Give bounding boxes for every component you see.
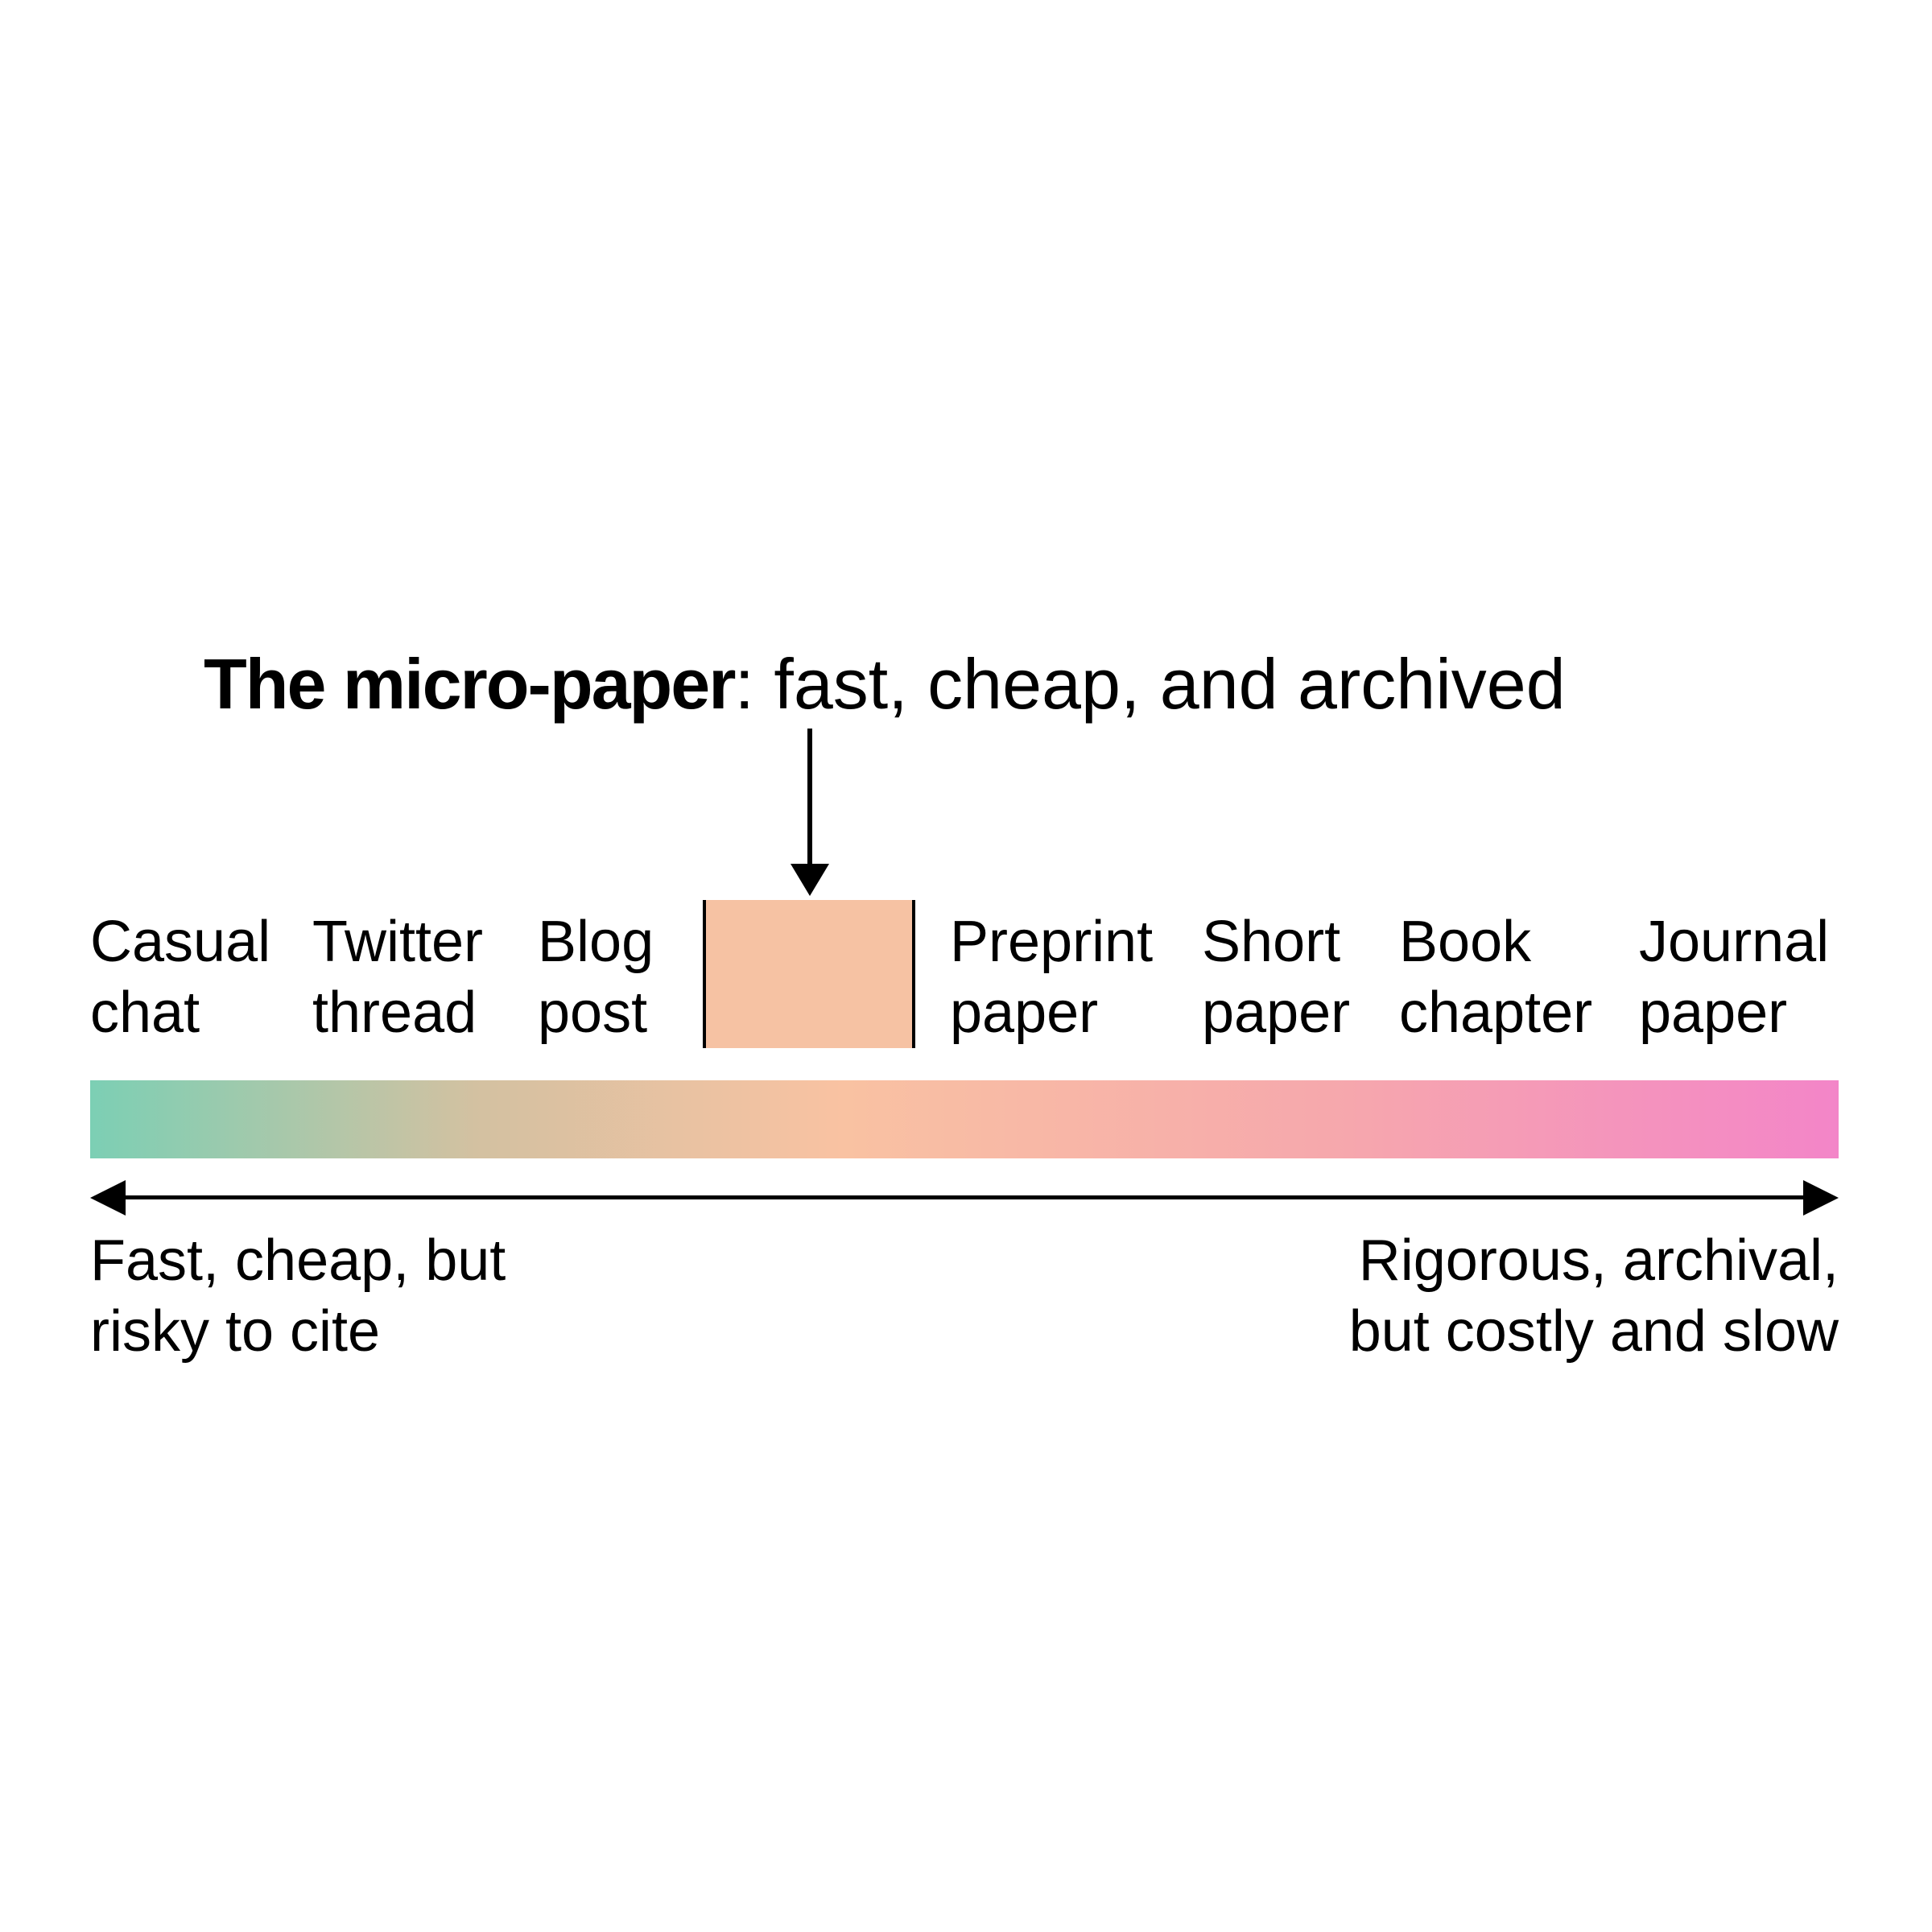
- medium-label-line2: paper: [1639, 980, 1788, 1045]
- medium-preprint-paper: Preprint paper: [950, 906, 1153, 1048]
- medium-label-line2: chat: [90, 980, 200, 1045]
- medium-label-line1: Journal: [1639, 910, 1830, 974]
- medium-label-line1: Twitter: [312, 910, 484, 974]
- axis-arrow-right-head: [1803, 1180, 1839, 1216]
- axis-caption-right: Rigorous, archival, but costly and slow: [1349, 1225, 1839, 1367]
- axis-caption-left-line2: risky to cite: [90, 1299, 381, 1364]
- spectrum-gradient-bar: [90, 1080, 1839, 1158]
- medium-label-line2: thread: [312, 980, 477, 1045]
- micro-paper-slot: [703, 900, 915, 1048]
- axis-caption-left: Fast, cheap, but risky to cite: [90, 1225, 506, 1367]
- axis-arrow-left-head: [90, 1180, 126, 1216]
- pointer-arrow-shaft: [807, 729, 812, 865]
- medium-book-chapter: Book chapter: [1399, 906, 1592, 1048]
- medium-label-line1: Short: [1202, 910, 1341, 974]
- axis-line: [121, 1195, 1811, 1199]
- medium-label-line2: chapter: [1399, 980, 1593, 1045]
- axis-caption-right-line2: but costly and slow: [1348, 1299, 1839, 1364]
- title-description: : fast, cheap, and archived: [734, 644, 1566, 724]
- medium-label-line1: Blog: [538, 910, 654, 974]
- diagram-title: The micro-paper: fast, cheap, and archiv…: [204, 644, 1566, 724]
- medium-label-line1: Preprint: [950, 910, 1154, 974]
- medium-label-line2: paper: [950, 980, 1099, 1045]
- axis-caption-left-line1: Fast, cheap, but: [90, 1228, 506, 1293]
- medium-label-line2: paper: [1202, 980, 1351, 1045]
- medium-label-line1: Book: [1399, 910, 1532, 974]
- title-bold-term: The micro-paper: [204, 644, 736, 724]
- medium-label-line1: Casual: [90, 910, 271, 974]
- axis-caption-right-line1: Rigorous, archival,: [1358, 1228, 1839, 1293]
- medium-label-line2: post: [538, 980, 648, 1045]
- medium-short-paper: Short paper: [1202, 906, 1350, 1048]
- medium-journal-paper: Journal paper: [1639, 906, 1829, 1048]
- pointer-arrow-head: [791, 864, 829, 896]
- medium-twitter-thread: Twitter thread: [312, 906, 483, 1048]
- medium-blog-post: Blog post: [538, 906, 654, 1048]
- medium-casual-chat: Casual chat: [90, 906, 270, 1048]
